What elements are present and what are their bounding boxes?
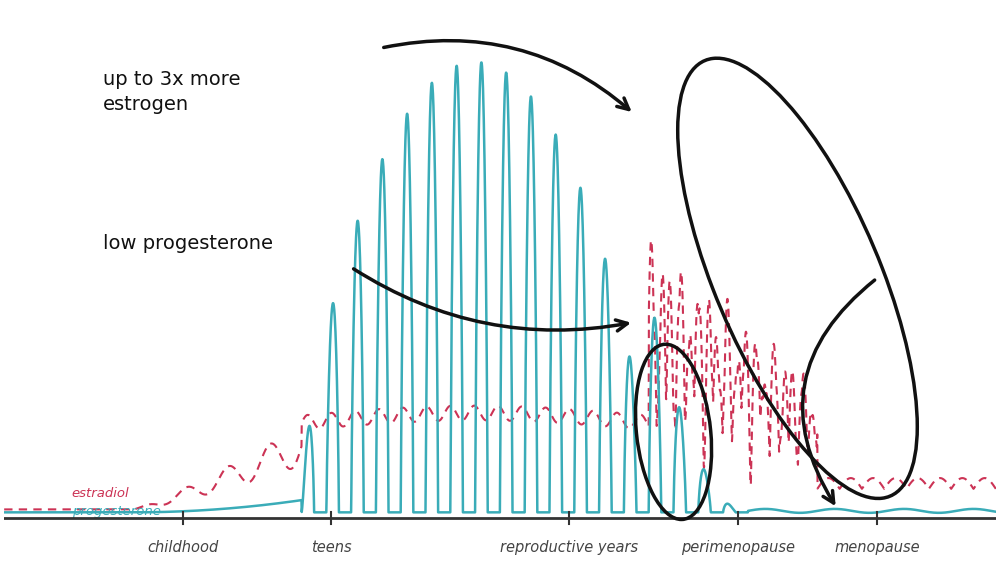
Text: teens: teens — [311, 540, 352, 555]
Text: estradiol: estradiol — [72, 487, 129, 500]
Text: childhood: childhood — [147, 540, 218, 555]
Text: reproductive years: reproductive years — [500, 540, 638, 555]
Text: up to 3x more
estrogen: up to 3x more estrogen — [103, 70, 241, 114]
Text: menopause: menopause — [834, 540, 920, 555]
Text: progesterone: progesterone — [72, 505, 160, 518]
Text: perimenopause: perimenopause — [681, 540, 795, 555]
Text: low progesterone: low progesterone — [103, 234, 273, 253]
